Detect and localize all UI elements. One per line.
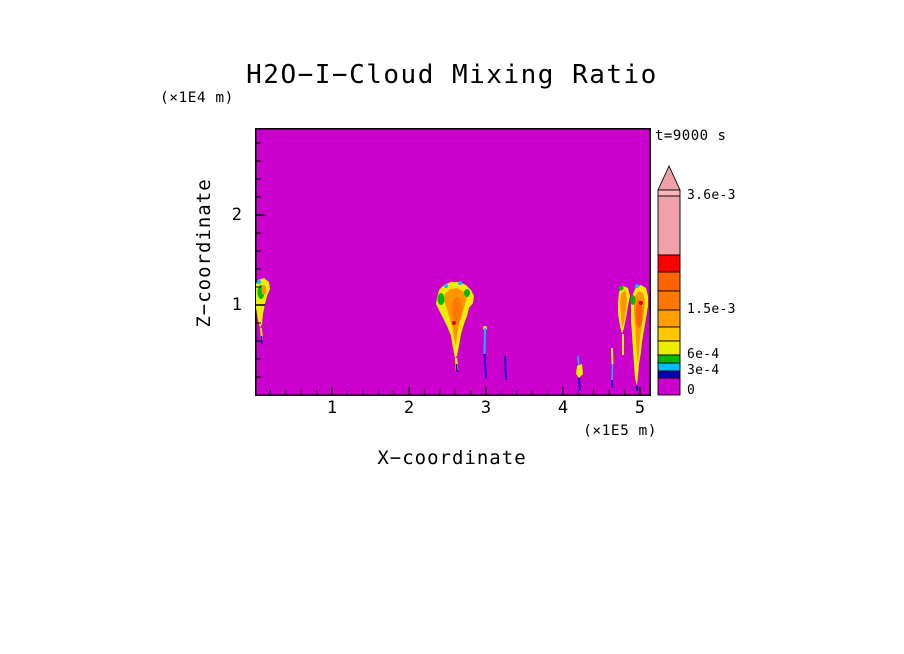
plot-title: H2O−I−Cloud Mixing Ratio (246, 60, 658, 90)
colorbar-label-6e-4: 6e-4 (687, 347, 720, 362)
colorbar-label-3e-4: 3e-4 (687, 363, 720, 378)
axis-ticks (256, 142, 641, 395)
cloud-feature-streak-3 (576, 355, 583, 391)
z-tick-label-1: 1 (231, 295, 242, 315)
cloud-feature-streak-2 (504, 355, 507, 381)
colorbar-overflow-arrow (657, 164, 681, 191)
x-tick-label-1: 1 (326, 398, 338, 418)
x-tick-label-4: 4 (557, 398, 569, 418)
x-axis-unit-label: (×1E5 m) (583, 423, 657, 439)
cloud-feature-left-edge (256, 278, 270, 345)
cloud-feature-streak-1 (483, 326, 487, 379)
colorbar-label-3_6e-3: 3.6e-3 (687, 188, 736, 203)
x-tick-label-3: 3 (480, 398, 492, 418)
heatmap-plot (255, 128, 651, 396)
x-axis-label: X−coordinate (377, 447, 527, 469)
plot-background (255, 128, 651, 396)
x-tick-label-5: 5 (634, 398, 646, 418)
time-annotation: t=9000 s (655, 128, 727, 144)
z-tick-label-2: 2 (231, 205, 242, 225)
cloud-feature-main (436, 281, 474, 373)
z-axis-unit-label: (×1E4 m) (160, 90, 234, 106)
cloud-features (256, 278, 648, 391)
cloud-feature-right-cluster (611, 284, 648, 391)
x-tick-label-2: 2 (403, 398, 415, 418)
colorbar-label-1_5e-3: 1.5e-3 (687, 302, 736, 317)
colorbar (657, 164, 681, 396)
z-axis-label: Z−coordinate (193, 178, 215, 328)
colorbar-label-0: 0 (687, 383, 696, 398)
